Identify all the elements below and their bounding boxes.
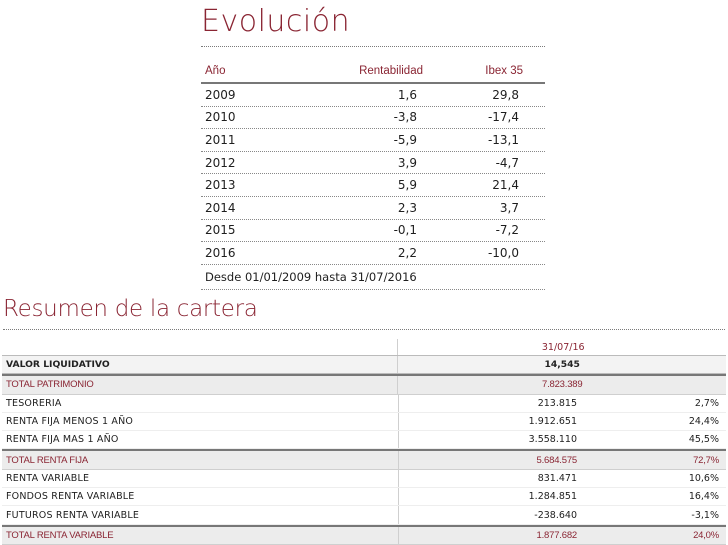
column-separator — [398, 469, 401, 488]
tesoreria-row: TESORERIA 213.815 2,7% — [2, 394, 726, 413]
column-separator — [398, 488, 401, 506]
row-label: TOTAL PATRIMONIO — [6, 379, 94, 391]
cell-rentabilidad: 2,2 — [397, 245, 417, 260]
resumen-title: Resumen de la cartera — [3, 296, 258, 322]
row-percent: 2,7% — [694, 397, 719, 409]
resumen-title-divider — [3, 329, 725, 330]
cell-rentabilidad: 1,6 — [397, 87, 417, 102]
column-separator — [397, 376, 400, 394]
cell-year: 2014 — [205, 200, 236, 215]
row-value: 14,545 — [544, 359, 580, 371]
row-value: 7.823.389 — [541, 379, 583, 391]
cell-year: 2009 — [205, 87, 236, 102]
evolucion-period-note: Desde 01/01/2009 hasta 31/07/2016 — [201, 265, 545, 290]
total-renta-variable-row: TOTAL RENTA VARIABLE 1.877.682 24,0% — [2, 524, 726, 545]
column-separator — [397, 339, 400, 355]
cell-rentabilidad: 2,3 — [397, 200, 417, 215]
evolucion-table: Año Rentabilidad Ibex 35 2009 1,6 29,8 2… — [201, 60, 545, 290]
total-patrimonio-row: TOTAL PATRIMONIO 7.823.389 — [2, 374, 726, 395]
fondos-rv-row: FONDOS RENTA VARIABLE 1.284.851 16,4% — [2, 488, 726, 507]
resumen-table: 31/07/16 VALOR LIQUIDATIVO 14,545 TOTAL … — [2, 339, 726, 545]
row-label: RENTA VARIABLE — [6, 472, 90, 484]
row-percent: 45,5% — [688, 434, 719, 446]
table-row: 2011 -5,9 -13,1 — [201, 129, 545, 152]
row-label: TOTAL RENTA FIJA — [6, 454, 88, 466]
rf-mas-row: RENTA FIJA MAS 1 AÑO 3.558.110 45,5% — [2, 431, 726, 450]
table-row: 2016 2,2 -10,0 — [201, 242, 545, 265]
row-percent: 72,7% — [693, 454, 719, 466]
row-amount: 1.284.851 — [528, 491, 577, 503]
column-separator — [398, 451, 401, 469]
cell-ibex: -17,4 — [487, 110, 519, 125]
cell-ibex: 3,7 — [499, 200, 519, 215]
date-header-row: 31/07/16 — [2, 339, 726, 356]
table-row: 2010 -3,8 -17,4 — [201, 107, 545, 130]
rf-menos-row: RENTA FIJA MENOS 1 AÑO 1.912.651 24,4% — [2, 412, 726, 432]
cell-rentabilidad: -3,8 — [393, 110, 417, 125]
column-separator — [398, 394, 401, 412]
row-amount: -238.640 — [534, 509, 577, 521]
cell-year: 2012 — [205, 155, 236, 170]
header-year: Año — [205, 65, 226, 77]
column-separator — [398, 431, 401, 449]
cell-year: 2011 — [205, 132, 236, 147]
row-amount: 831.471 — [537, 472, 577, 484]
cell-ibex: 29,8 — [492, 87, 519, 102]
evolucion-title-divider — [201, 46, 545, 47]
row-percent: 24,4% — [688, 416, 719, 428]
row-amount: 5.684.575 — [536, 454, 578, 466]
cell-year: 2016 — [205, 245, 236, 260]
cell-ibex: -10,0 — [487, 245, 519, 260]
renta-variable-row: RENTA VARIABLE 831.471 10,6% — [2, 469, 726, 489]
cell-rentabilidad: 5,9 — [397, 178, 417, 193]
row-label: RENTA FIJA MENOS 1 AÑO — [6, 416, 134, 428]
evolucion-title: Evolución — [201, 4, 351, 39]
column-separator — [398, 526, 401, 544]
cell-year: 2010 — [205, 110, 236, 125]
table-row: 2015 -0,1 -7,2 — [201, 220, 545, 243]
row-amount: 213.815 — [537, 397, 577, 409]
cell-ibex: -7,2 — [495, 223, 519, 238]
row-label: FONDOS RENTA VARIABLE — [6, 491, 135, 503]
table-row: 2012 3,9 -4,7 — [201, 152, 545, 175]
row-percent: 10,6% — [688, 472, 719, 484]
total-renta-fija-row: TOTAL RENTA FIJA 5.684.575 72,7% — [2, 449, 726, 470]
table-row: 2013 5,9 21,4 — [201, 174, 545, 197]
cell-rentabilidad: 3,9 — [397, 155, 417, 170]
cell-year: 2013 — [205, 178, 236, 193]
evolucion-header-row: Año Rentabilidad Ibex 35 — [201, 60, 545, 84]
row-label: TESORERIA — [6, 397, 62, 409]
row-label: FUTUROS RENTA VARIABLE — [6, 509, 140, 521]
row-amount: 1.912.651 — [528, 416, 577, 428]
cell-ibex: 21,4 — [492, 178, 519, 193]
column-separator — [397, 356, 400, 374]
row-percent: 24,0% — [693, 529, 719, 541]
cell-ibex: -13,1 — [487, 132, 519, 147]
cell-rentabilidad: -5,9 — [393, 132, 417, 147]
row-amount: 1.877.682 — [536, 529, 578, 541]
column-separator — [398, 506, 401, 524]
row-percent: -3,1% — [691, 509, 719, 521]
row-label: RENTA FIJA MAS 1 AÑO — [6, 434, 119, 446]
table-row: 2009 1,6 29,8 — [201, 84, 545, 107]
row-percent: 16,4% — [688, 491, 719, 503]
column-separator — [398, 412, 401, 431]
table-row: 2014 2,3 3,7 — [201, 197, 545, 220]
futuros-rv-row: FUTUROS RENTA VARIABLE -238.640 -3,1% — [2, 506, 726, 525]
cell-rentabilidad: -0,1 — [393, 223, 417, 238]
row-label: TOTAL RENTA VARIABLE — [6, 529, 114, 541]
header-rentabilidad: Rentabilidad — [359, 65, 423, 77]
cell-year: 2015 — [205, 223, 236, 238]
row-amount: 3.558.110 — [528, 434, 577, 446]
cell-ibex: -4,7 — [495, 155, 519, 170]
header-ibex: Ibex 35 — [485, 65, 523, 77]
row-label: VALOR LIQUIDATIVO — [6, 359, 110, 371]
date-header: 31/07/16 — [541, 341, 585, 353]
valor-liquidativo-row: VALOR LIQUIDATIVO 14,545 — [2, 356, 726, 375]
